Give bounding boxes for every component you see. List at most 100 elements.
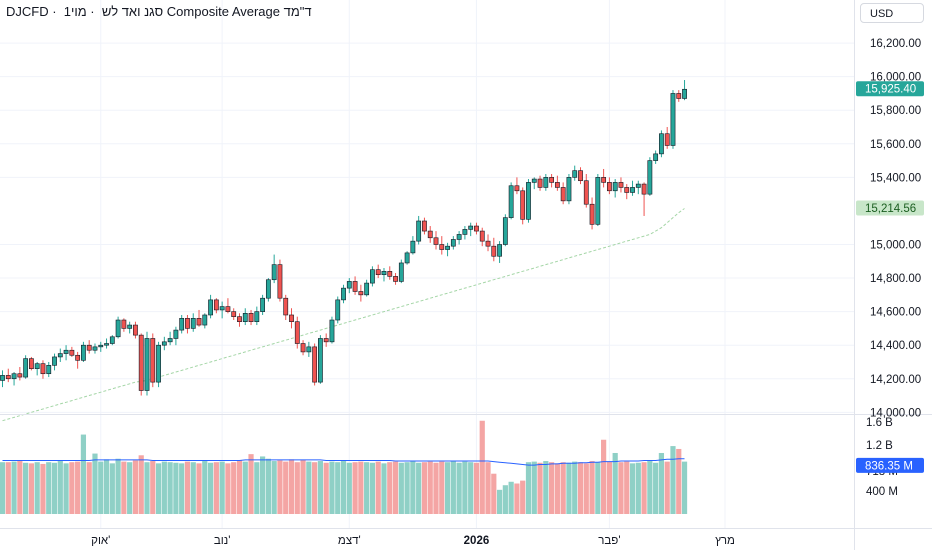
volume-bar [92,453,98,514]
candle-body [254,311,260,322]
volume-bar [520,480,526,514]
volume-bar [653,462,659,514]
volume-bar [358,461,364,514]
candle-body [213,299,219,311]
volume-bar [335,462,341,514]
volume-bar [207,462,214,514]
candle-body [75,354,81,361]
candle-body [583,180,589,205]
moving-average [2,208,685,422]
candle-body [387,271,393,277]
volume-bar [115,458,121,514]
volume-ma-line [2,458,685,466]
currency-selector[interactable]: USD [860,3,924,23]
candle-body [606,182,612,192]
candle-body [248,313,254,322]
volume-bar [277,460,283,514]
moving-average-line [2,208,685,422]
candle-body [479,230,485,242]
volume-bar [635,462,641,514]
volume-bar [479,420,485,514]
candle-body [601,177,607,183]
volume-bar [34,462,40,514]
volume-bar [462,461,468,514]
volume-bar [98,461,104,514]
candle-body [17,373,23,378]
volume-bar [595,462,601,514]
volume-bar [46,462,52,514]
candle-body [317,338,323,383]
price-tick-label: 14,000.00 [870,407,921,419]
candle-body [554,182,560,188]
candle-body [520,190,526,220]
candle-body [416,220,422,242]
candle-body [34,363,40,369]
candle-body [300,343,306,353]
volume-bar [537,462,543,514]
volume-bar [543,461,549,514]
candle-body [11,373,17,380]
candle-body [595,177,601,225]
volume-bar [433,462,439,514]
candle-body [624,187,630,193]
candle-body [566,177,572,202]
candle-body [231,311,237,317]
volume-bar [468,462,474,514]
candle-body [664,133,670,146]
price-tick-label: 15,400.00 [870,172,921,184]
candle-body [283,297,289,316]
time-tick-label: אוק' [91,535,110,547]
candle-body [653,153,659,161]
time-tick-label: נוב' [214,535,231,547]
volume-bar [283,461,289,514]
price-tick-label: 15,800.00 [870,105,921,117]
grid-lines [0,0,854,528]
volume-bar [69,462,75,514]
candle-body [468,225,474,230]
candle-body [312,346,318,383]
candle-body [456,234,462,240]
candle-body [462,229,468,235]
candle-body [81,344,86,361]
candle-body [271,264,277,281]
volume-tick-label: 1.6 B [866,417,893,429]
candle-body [485,240,491,247]
candle-body [156,344,161,383]
volume-bar [381,463,387,514]
volume-bar [167,462,173,514]
volume-bar [202,461,208,514]
volume-bar [647,461,653,514]
candle-body [364,282,370,296]
candle-body [138,334,144,391]
candle-body [537,178,543,188]
ma-value-label: 15,214.56 [865,203,916,215]
volume-bar [155,463,162,514]
volume-bar [346,462,352,514]
volume-moving-average [2,458,685,466]
candle-body [133,324,138,336]
volume-ma-badge [856,457,924,473]
volume-bar [439,461,445,514]
volume-bar [577,462,584,514]
volume-bar [213,462,219,514]
candle-body [179,318,185,331]
last-price-badge [856,81,924,97]
volume-bar [601,439,607,514]
volume-bar [549,462,555,514]
volume-bar [589,461,595,514]
last-price-label: 15,925.40 [865,84,916,96]
candle-body [92,346,98,351]
chart-title: DJCFD · ‎ 1מוי · ‎ סגנ ואד לש Composite … [6,4,312,19]
candle-body [618,182,624,188]
volume-bar [421,462,428,514]
candle-body [393,276,398,282]
volume-bar [127,462,133,514]
candle-body [641,183,647,195]
volume-bar [629,463,636,514]
candle-body [109,336,115,344]
volume-bar [51,462,58,514]
price-tick-label: 15,600.00 [870,139,921,151]
volume-bar [86,462,92,514]
